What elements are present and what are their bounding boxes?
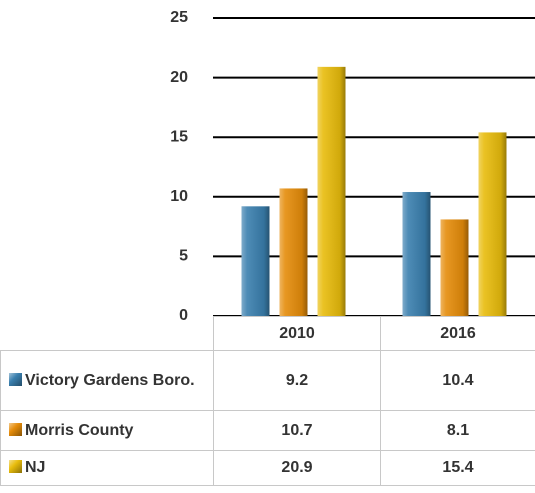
legend-icon — [9, 460, 22, 473]
y-tick-label: 5 — [179, 248, 188, 265]
blank-cell — [1, 317, 214, 351]
legend-icon — [9, 422, 22, 436]
y-tick-label: 15 — [170, 128, 188, 145]
bar-shade — [241, 206, 270, 316]
value-cell: 10.4 — [380, 350, 535, 411]
y-tick-label: 0 — [179, 307, 188, 324]
value-cell: 10.7 — [213, 410, 381, 451]
value-cell: 8.1 — [380, 410, 535, 451]
legend-label: Morris County — [25, 421, 134, 439]
bar-shade — [317, 66, 346, 316]
value-cell: 15.4 — [380, 450, 535, 486]
value-cell: 9.2 — [213, 350, 381, 411]
series-row: NJ 20.9 15.4 — [0, 450, 535, 486]
legend-cell: Victory Gardens Boro. — [0, 350, 214, 411]
category-cell: 2016 — [380, 316, 535, 351]
header-row: 2010 2016 — [1, 316, 535, 351]
bar-shade — [402, 192, 431, 316]
data-table: 2010 2016 Victory Gardens Boro. 9.2 10.4 Morr… — [0, 316, 535, 486]
bar-shade — [440, 219, 469, 316]
y-tick-label: 10 — [170, 188, 188, 205]
legend-label: NJ — [25, 459, 46, 476]
y-tick-label: 25 — [170, 9, 188, 26]
series-row: Morris County 10.7 8.1 — [0, 410, 535, 451]
legend-cell: Morris County — [0, 410, 214, 451]
bar-shade — [478, 132, 507, 316]
legend-label: Victory Gardens Boro. — [25, 371, 195, 389]
bar-shade — [279, 188, 308, 316]
category-cell: 2010 — [213, 316, 381, 351]
y-tick-label: 20 — [170, 69, 188, 86]
value-cell: 20.9 — [213, 450, 381, 486]
series-row: Victory Gardens Boro. 9.2 10.4 — [0, 350, 535, 411]
legend-icon — [9, 372, 22, 386]
legend-cell: NJ — [0, 450, 214, 486]
